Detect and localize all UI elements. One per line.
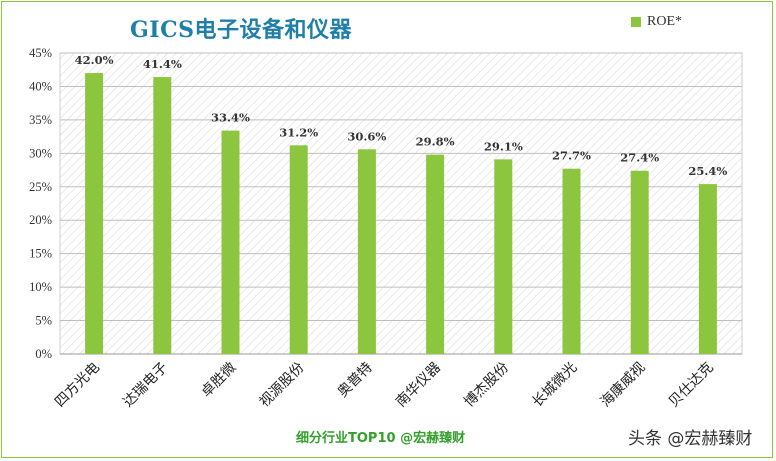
data-label: 30.6% — [347, 129, 386, 143]
data-label: 27.7% — [552, 149, 591, 163]
data-label: 29.8% — [416, 135, 455, 149]
bars — [85, 73, 717, 355]
bar — [630, 170, 649, 354]
bar — [494, 159, 513, 354]
x-tick-label: 达瑞电子 — [120, 360, 171, 411]
watermark: 头条 @宏赫臻财 — [628, 429, 753, 449]
y-tick-label: 40% — [29, 79, 52, 93]
legend: ROE* — [631, 14, 682, 30]
y-tick-label: 35% — [29, 113, 52, 127]
data-labels: 42.0% 41.4% 33.4% 31.2% 30.6% 29.8% 29.1% 27.7%… — [75, 53, 728, 178]
data-label: 42.0% — [75, 53, 114, 67]
bar — [426, 154, 445, 354]
x-tick-label: 长城微光 — [529, 360, 580, 411]
x-tick-label: 视源股份 — [257, 360, 308, 411]
data-label: 31.2% — [279, 125, 318, 139]
legend-label: ROE* — [647, 14, 682, 29]
data-label: 33.4% — [211, 111, 250, 125]
plot-area — [59, 52, 743, 355]
y-axis-ticks: 0% 5% 10% 15% 20% 25% 30% 35% 40% 45% — [29, 46, 52, 361]
x-tick-label: 海康威视 — [597, 359, 649, 411]
gridlines — [60, 52, 742, 355]
data-label: 27.4% — [620, 151, 659, 165]
y-tick-label: 0% — [35, 347, 52, 361]
bar — [85, 73, 104, 355]
y-tick-label: 25% — [29, 180, 52, 194]
legend-swatch — [631, 17, 641, 27]
bar — [357, 149, 376, 354]
x-tick-label: 南华仪器 — [393, 360, 444, 411]
x-tick-label: 贝仕达克 — [666, 360, 717, 411]
footer-label: 细分行业TOP10 @宏赫臻财 — [296, 431, 466, 446]
x-tick-label: 奥普特 — [334, 359, 376, 401]
y-tick-label: 15% — [29, 247, 52, 261]
y-tick-label: 30% — [29, 146, 52, 160]
chart-title: GICS电子设备和仪器 — [130, 17, 352, 43]
x-tick-label: 博杰股份 — [461, 359, 513, 411]
x-tick-label: 卓胜微 — [198, 360, 239, 401]
y-tick-label: 20% — [29, 213, 52, 227]
y-tick-label: 5% — [35, 314, 52, 328]
bar — [562, 168, 581, 354]
bar — [153, 77, 172, 354]
data-label: 41.4% — [143, 57, 182, 71]
bar — [221, 130, 240, 354]
data-label: 25.4% — [688, 164, 727, 178]
y-tick-label: 45% — [29, 46, 52, 60]
x-tick-label: 四方光电 — [52, 360, 103, 411]
data-label: 29.1% — [484, 139, 523, 153]
bar — [698, 184, 717, 354]
bar — [289, 145, 308, 354]
x-axis-ticks: 四方光电 达瑞电子 卓胜微 视源股份 奥普特 南华仪器 博杰股份 长城微光 海康威视 贝仕达克 — [52, 359, 717, 411]
y-tick-label: 10% — [29, 280, 52, 294]
